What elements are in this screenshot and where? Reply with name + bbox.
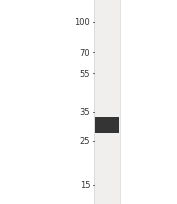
Text: 15: 15 xyxy=(80,180,90,189)
Text: 25: 25 xyxy=(80,137,90,146)
Text: 55: 55 xyxy=(80,69,90,78)
Text: 100: 100 xyxy=(75,18,90,27)
Bar xyxy=(94,0,120,204)
Text: 35: 35 xyxy=(80,108,90,117)
Text: 70: 70 xyxy=(80,49,90,58)
Bar xyxy=(95,118,119,133)
